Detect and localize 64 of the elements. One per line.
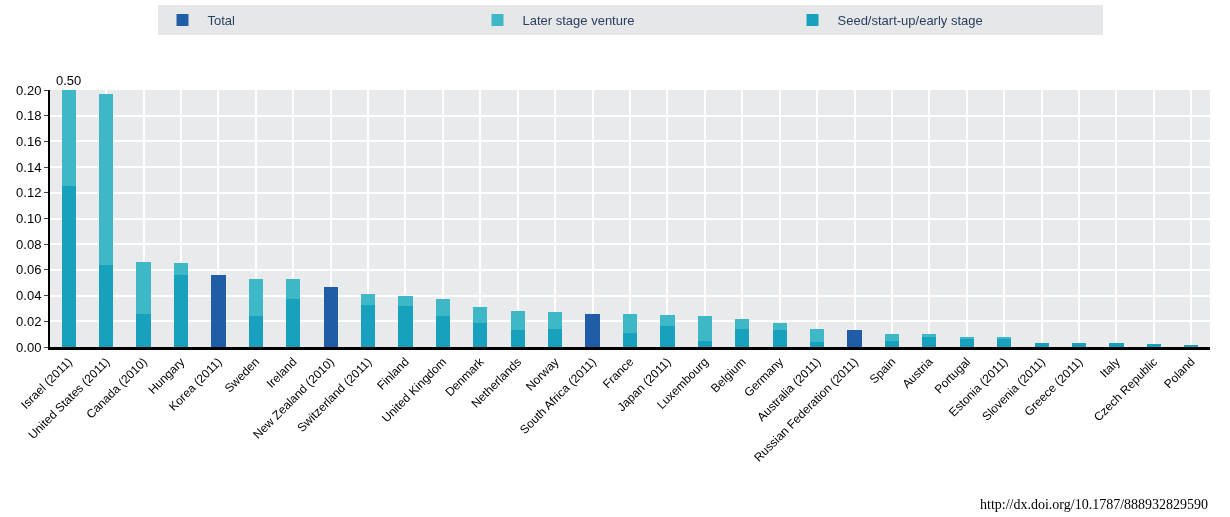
bar	[809, 329, 825, 342]
bar	[136, 313, 151, 347]
bar	[136, 262, 151, 314]
bar	[248, 316, 263, 347]
bar	[735, 329, 750, 347]
bar	[435, 316, 451, 347]
y-tick-label: 0.20	[16, 82, 42, 98]
bar	[548, 329, 563, 347]
bar	[173, 263, 189, 276]
bar	[398, 295, 413, 306]
bar	[360, 294, 376, 305]
bar	[922, 336, 937, 347]
legend-label: Seed/start-up/early stage	[837, 13, 983, 29]
bar	[548, 312, 563, 330]
y-tick-label: 0.16	[16, 133, 42, 149]
bar	[61, 90, 76, 187]
text: http://dx.doi.org/10.1787/888932829590	[980, 497, 1209, 512]
y-tick-label: 0.04	[16, 288, 42, 304]
y-tick-label: 0.12	[16, 185, 42, 201]
y-tick-label: 0.08	[16, 236, 42, 252]
x-tick-label: Italy	[1097, 354, 1123, 381]
bar	[99, 93, 114, 265]
y-tick-label: 0.18	[16, 108, 42, 124]
bar	[473, 307, 488, 323]
bar	[286, 278, 301, 300]
bar	[660, 314, 675, 327]
bar	[1034, 343, 1049, 347]
bar	[922, 334, 937, 337]
bar	[435, 299, 451, 317]
bar	[1109, 343, 1124, 347]
bar	[622, 332, 638, 347]
legend-label: Total	[207, 13, 236, 29]
bar	[61, 186, 76, 347]
bar	[286, 299, 301, 347]
bar	[697, 340, 712, 347]
y-tick-label: 0.00	[16, 339, 42, 355]
bar	[735, 318, 750, 330]
bar	[323, 286, 338, 347]
bar	[772, 330, 787, 347]
bar	[809, 341, 825, 347]
bar	[360, 304, 376, 347]
bar	[884, 334, 900, 341]
bar	[660, 326, 675, 347]
y-tick-label: 0.10	[16, 211, 42, 227]
bar	[622, 313, 638, 333]
bar	[473, 322, 488, 347]
bar	[1071, 343, 1087, 347]
y-tick-label: 0.06	[16, 262, 42, 278]
annotation: 0.50	[56, 73, 82, 88]
y-tick-label: 0.02	[16, 313, 42, 329]
bar	[248, 278, 263, 317]
bar	[847, 330, 862, 347]
bar	[697, 316, 712, 341]
bar	[1146, 344, 1161, 347]
bar	[585, 313, 600, 347]
bar	[173, 275, 189, 347]
y-tick-label: 0.14	[16, 159, 42, 175]
bar	[211, 275, 226, 347]
bar	[99, 264, 114, 347]
bar	[510, 311, 525, 331]
bar	[884, 340, 900, 347]
bar	[510, 330, 525, 347]
legend-label: Later stage venture	[522, 13, 635, 29]
bar	[398, 305, 413, 347]
